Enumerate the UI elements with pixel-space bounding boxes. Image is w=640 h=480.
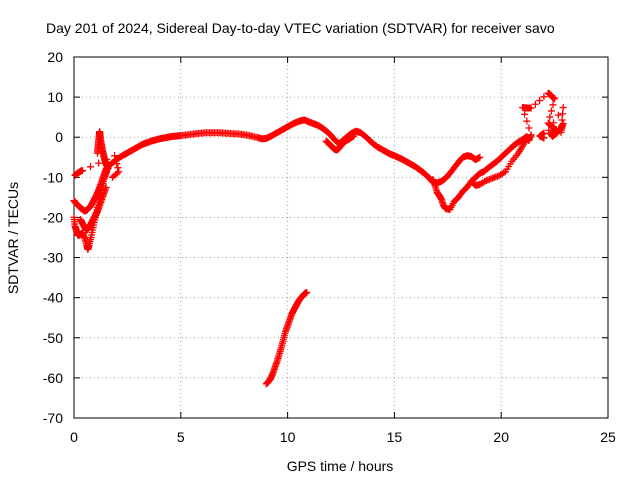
x-axis-label: GPS time / hours: [287, 458, 394, 474]
data-point: [102, 183, 110, 191]
y-tick-label: -40: [43, 290, 63, 306]
data-point: [559, 110, 567, 118]
x-tick-label: 25: [600, 429, 616, 445]
plot-frame: [73, 56, 609, 419]
y-tick-label: 10: [47, 89, 63, 105]
data-point: [547, 107, 555, 115]
tick-labels: 0 5 10 15 20 25 -70 -60 -50 -40 -30 -20 -10 0 10 20: [43, 49, 616, 445]
data-point: [559, 104, 567, 112]
y-tick-label: -60: [43, 370, 63, 386]
data-point: [546, 113, 554, 121]
axis-ticks: [73, 56, 609, 419]
data-point: [481, 178, 489, 186]
series-noon-loop: [322, 132, 358, 154]
data-point: [527, 104, 535, 112]
data-point: [500, 169, 508, 177]
x-tick-label: 5: [177, 429, 185, 445]
data-point: [557, 128, 565, 136]
chart-title: Day 201 of 2024, Sidereal Day-to-day VTE…: [46, 20, 555, 36]
data-points: [70, 89, 567, 388]
y-tick-label: 20: [47, 49, 63, 65]
y-tick-label: -70: [43, 410, 63, 426]
data-point: [113, 160, 121, 168]
series-evening-branch: [429, 132, 531, 213]
y-axis-label: SDTVAR / TECUs: [5, 182, 21, 294]
x-tick-label: 15: [387, 429, 403, 445]
data-point: [111, 152, 119, 160]
y-tick-label: -50: [43, 330, 63, 346]
data-point: [79, 167, 87, 175]
data-point: [525, 124, 533, 132]
data-point: [521, 110, 529, 118]
data-point: [350, 132, 358, 140]
data-point: [527, 131, 535, 139]
series-isolated-early: [71, 152, 123, 181]
data-point: [108, 173, 116, 181]
data-point: [551, 95, 559, 103]
data-point: [112, 156, 120, 164]
data-point: [536, 97, 544, 105]
data-point: [540, 93, 548, 101]
data-point: [554, 111, 562, 119]
data-point: [476, 153, 484, 161]
data-point: [550, 119, 558, 127]
data-point: [531, 100, 539, 108]
x-tick-label: 20: [493, 429, 509, 445]
y-tick-label: -10: [43, 169, 63, 185]
data-point: [540, 129, 548, 137]
x-tick-label: 10: [280, 429, 296, 445]
series-late-scatter: [467, 89, 567, 189]
data-point: [558, 122, 566, 130]
data-point: [87, 163, 95, 171]
data-point: [104, 165, 112, 173]
data-point: [95, 159, 103, 167]
y-tick-label: 0: [55, 129, 63, 145]
data-point: [349, 133, 357, 141]
x-tick-label: 0: [70, 429, 78, 445]
y-tick-label: -30: [43, 250, 63, 266]
series-lower-branch: [76, 183, 110, 234]
grid: [74, 57, 608, 418]
data-point: [549, 101, 557, 109]
series-steep-line: [262, 288, 311, 388]
data-point: [558, 116, 566, 124]
series-main-trace: [70, 116, 484, 215]
series-spike-1h: [93, 128, 112, 173]
y-tick-label: -20: [43, 209, 63, 225]
data-point: [303, 288, 311, 296]
data-point: [103, 155, 111, 163]
data-point: [110, 172, 118, 180]
data-point: [539, 130, 547, 138]
data-point: [523, 117, 531, 125]
data-point: [545, 126, 553, 134]
